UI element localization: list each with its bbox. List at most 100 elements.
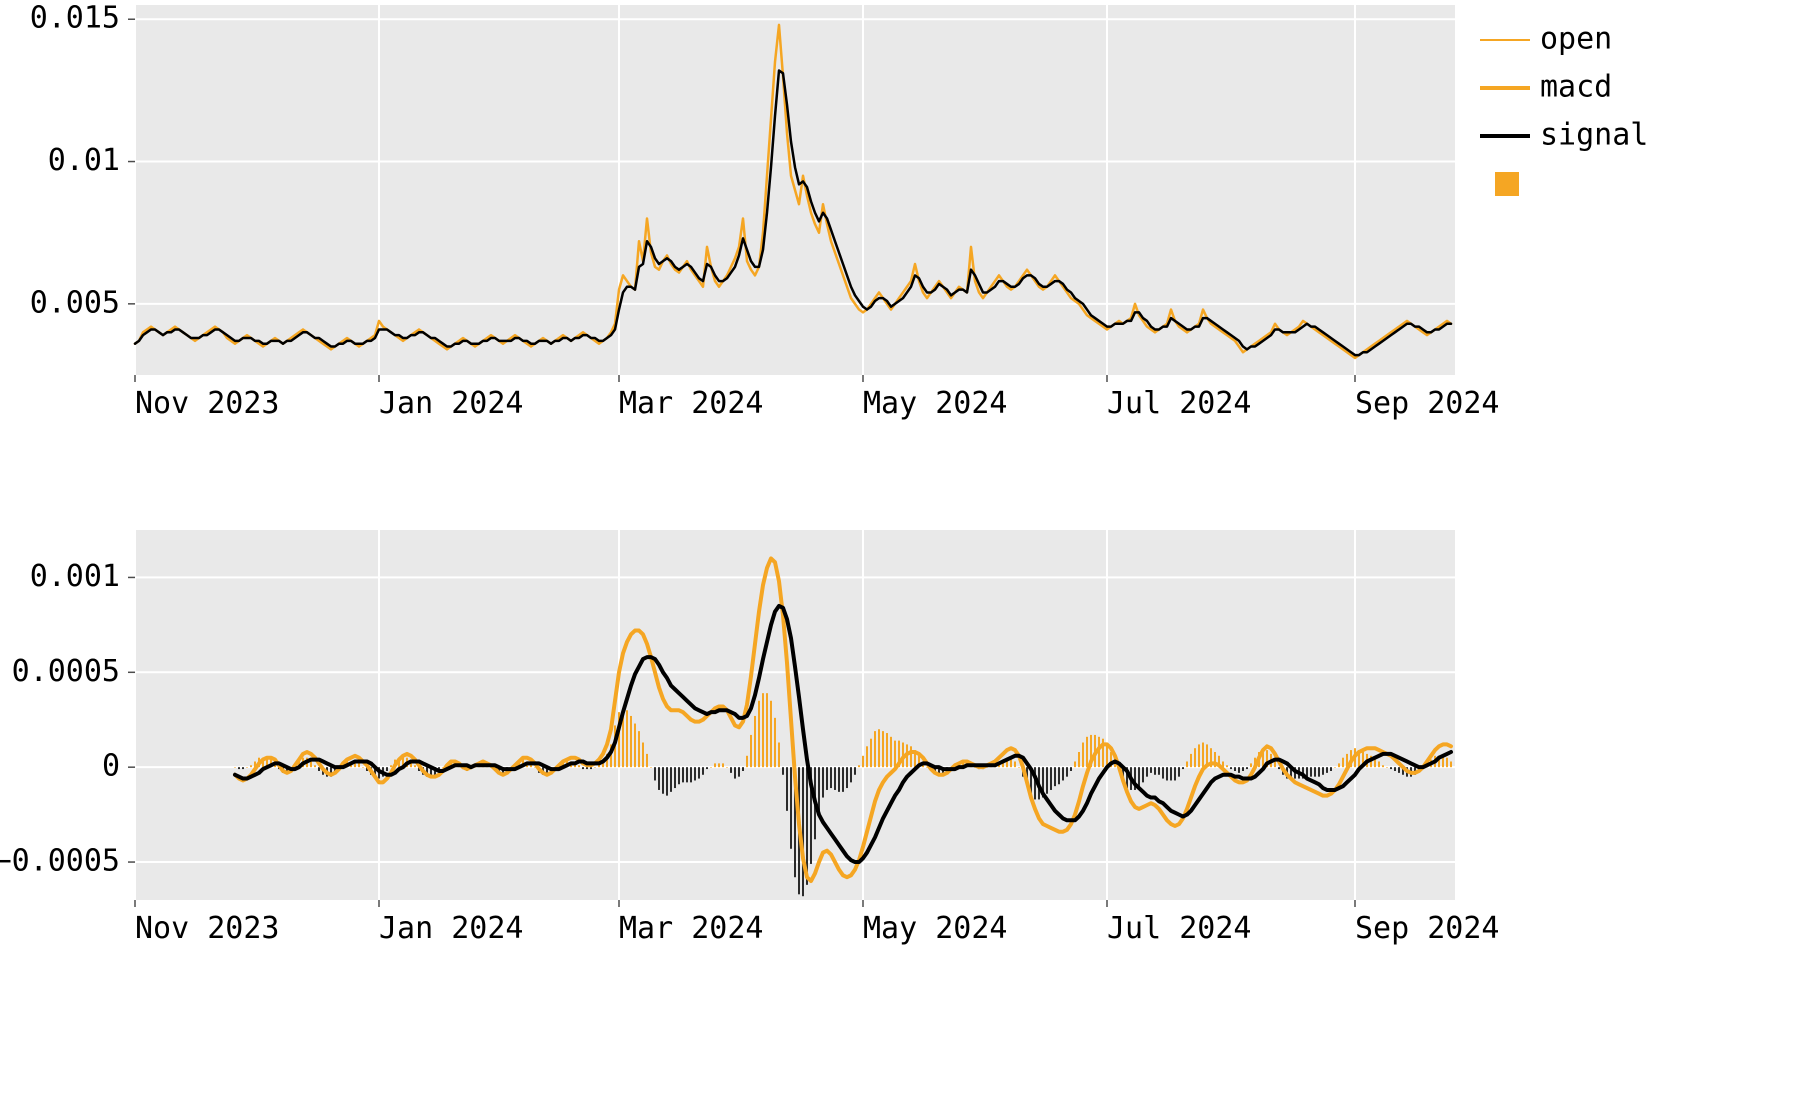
hist-bar [834,767,836,790]
hist-bar [890,737,892,767]
legend-label: open [1540,22,1612,57]
hist-bar [682,767,684,782]
hist-bar [1190,754,1192,767]
hist-bar [586,767,588,769]
chart-svg: 0.0050.010.015Nov 2023Jan 2024Mar 2024Ma… [0,0,1800,1100]
hist-bar [1198,744,1200,767]
hist-bar [1274,761,1276,767]
hist-bar [414,765,416,767]
hist-bar [886,733,888,767]
hist-bar [854,767,856,775]
hist-bar [658,767,660,790]
hist-bar [1398,767,1400,773]
hist-bar [734,767,736,778]
hist-bar [698,767,700,778]
hist-bar [1162,767,1164,778]
hist-bar [314,765,316,767]
x-tick-label: Mar 2024 [619,911,764,946]
hist-bar [1066,767,1068,776]
x-tick-label: Jul 2024 [1107,911,1252,946]
hist-bar [866,746,868,767]
hist-bar [630,716,632,767]
hist-bar [766,693,768,767]
hist-bar [1342,758,1344,767]
hist-bar [1226,765,1228,767]
hist-bar [722,763,724,767]
hist-bar [842,767,844,792]
hist-bar [386,767,388,771]
hist-bar [1202,743,1204,768]
hist-bar [738,767,740,776]
hist-bar [634,724,636,768]
y-tick-label: 0.0005 [12,654,120,689]
hist-bar [870,739,872,767]
hist-bar [750,735,752,767]
hist-bar [1170,767,1172,780]
hist-bar [654,767,656,780]
legend-patch-icon [1495,172,1519,196]
hist-bar [1446,758,1448,767]
x-tick-label: Mar 2024 [619,386,764,421]
hist-bar [910,746,912,767]
hist-bar [1174,767,1176,780]
hist-bar [678,767,680,784]
hist-bar [638,731,640,767]
hist-bar [802,767,804,896]
hist-bar [710,767,712,768]
hist-bar [582,767,584,769]
hist-bar [1046,767,1048,794]
hist-bar [762,693,764,767]
hist-bar [1450,761,1452,767]
hist-bar [770,701,772,767]
hist-bar [1018,767,1020,768]
hist-bar [1082,743,1084,768]
hist-bar [1326,767,1328,773]
hist-bar [1246,767,1248,769]
hist-bar [238,767,240,769]
legend-label: signal [1540,118,1648,153]
hist-bar [1234,767,1236,771]
hist-bar [718,763,720,767]
hist-bar [670,767,672,792]
hist-bar [1078,752,1080,767]
hist-bar [578,765,580,767]
hist-bar [822,767,824,797]
hist-bar [1074,761,1076,767]
hist-bar [690,767,692,782]
hist-bar [858,765,860,767]
hist-bar [1146,767,1148,776]
hist-bar [878,729,880,767]
hist-bar [790,767,792,849]
hist-bar [650,767,652,768]
hist-bar [674,767,676,788]
hist-bar [1142,767,1144,782]
hist-bar [1338,763,1340,767]
hist-bar [1382,765,1384,767]
x-tick-label: May 2024 [863,386,1008,421]
hist-bar [742,767,744,771]
hist-bar [838,767,840,792]
hist-bar [882,731,884,767]
hist-bar [626,710,628,767]
hist-bar [1378,761,1380,767]
hist-bar [1230,767,1232,769]
hist-bar [778,743,780,768]
hist-bar [1386,767,1388,768]
x-tick-label: Nov 2023 [135,386,280,421]
hist-bar [754,716,756,767]
hist-bar [1086,737,1088,767]
hist-bar [1238,767,1240,773]
hist-bar [1330,767,1332,771]
x-tick-label: Sep 2024 [1355,911,1500,946]
hist-bar [714,763,716,767]
legend: openmacdsignal [1480,22,1648,197]
y-tick-label: 0.001 [30,559,120,594]
hist-bar [730,767,732,773]
x-tick-label: Jan 2024 [379,911,524,946]
hist-bar [894,741,896,768]
hist-bar [1166,767,1168,780]
hist-bar [706,767,708,769]
hist-bar [1186,761,1188,767]
hist-bar [850,767,852,782]
y-tick-label: −0.0005 [0,844,120,879]
